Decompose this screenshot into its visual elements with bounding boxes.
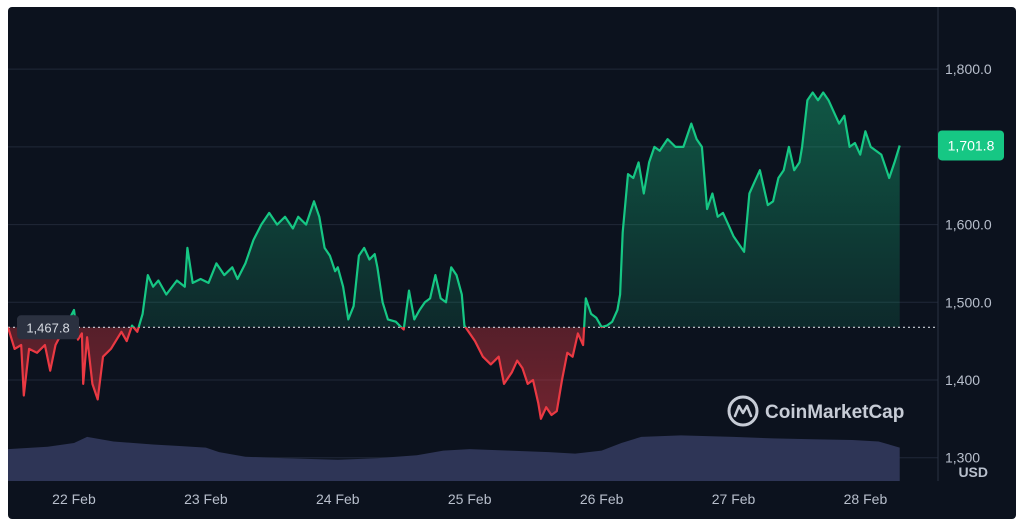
y-tick-label: 1,400 xyxy=(945,372,980,388)
x-tick-label: 28 Feb xyxy=(844,491,888,507)
baseline-price-label: 1,467.8 xyxy=(26,320,69,335)
price-line-above-baseline xyxy=(8,91,901,328)
coinmarketcap-logo-icon xyxy=(727,395,759,427)
currency-label: USD xyxy=(958,464,988,480)
y-axis-ticks: 1,300 1,400 1,500.0 1,600.0 1,800.0 xyxy=(945,61,992,466)
chart-frame: 1,300 1,400 1,500.0 1,600.0 1,800.0 22 Feb 23… xyxy=(8,7,1016,519)
baseline-price-badge: 1,467.8 xyxy=(17,315,79,340)
current-price-badge: 1,701.8 xyxy=(938,130,1004,161)
price-area-below-baseline xyxy=(8,327,900,419)
y-tick-label: 1,500.0 xyxy=(945,294,992,310)
y-tick-label: 1,600.0 xyxy=(945,217,992,233)
coinmarketcap-wordmark: CoinMarketCap xyxy=(765,402,904,423)
x-tick-label: 27 Feb xyxy=(712,491,756,507)
coinmarketcap-watermark: CoinMarketCap xyxy=(727,395,904,427)
price-chart: 1,300 1,400 1,500.0 1,600.0 1,800.0 22 Feb 23… xyxy=(8,7,1004,507)
y-tick-label: 1,300 xyxy=(945,450,980,466)
volume-area xyxy=(8,435,900,481)
x-tick-label: 25 Feb xyxy=(448,491,492,507)
x-tick-label: 22 Feb xyxy=(52,491,96,507)
y-tick-label: 1,800.0 xyxy=(945,61,992,77)
x-axis-ticks: 22 Feb 23 Feb 24 Feb 25 Feb 26 Feb 27 Feb 28 F… xyxy=(52,491,887,507)
x-tick-label: 24 Feb xyxy=(316,491,360,507)
x-tick-label: 26 Feb xyxy=(580,491,624,507)
price-area-above-baseline xyxy=(65,92,900,328)
price-line-below-baseline xyxy=(8,327,605,420)
x-tick-label: 23 Feb xyxy=(184,491,228,507)
current-price-label: 1,701.8 xyxy=(948,137,995,153)
